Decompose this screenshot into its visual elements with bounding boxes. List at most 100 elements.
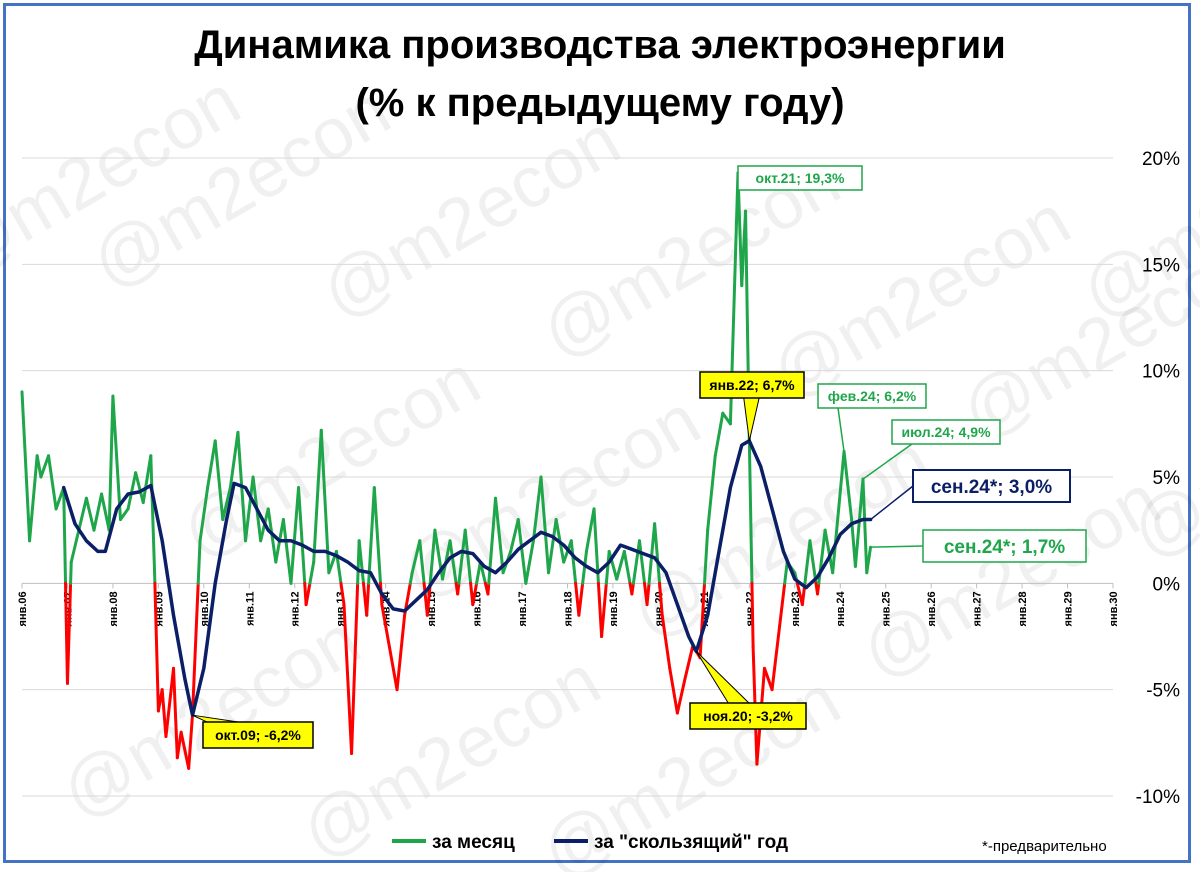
x-tick-label: янв.22 [744,591,756,626]
monthly-segment [658,581,664,617]
monthly-segment [126,471,138,511]
callout-leader [870,545,924,548]
callout-label: сен.24*; 1,7% [944,537,1065,558]
monthly-segment [703,528,710,585]
monthly-segment [179,730,191,770]
x-tick-label: янв.12 [290,591,302,626]
monthly-segment [577,581,585,617]
x-tick-label: янв.08 [108,591,120,626]
callout-leader [870,485,914,521]
monthly-segment [198,486,210,543]
monthly-segment [698,581,707,660]
monthly-segment [600,581,608,638]
monthly-segment [149,454,157,575]
x-tick-label: янв.18 [563,591,575,626]
monthly-segment [172,666,179,760]
monthly-segment [244,475,255,543]
x-tick-label: янв.27 [972,591,984,626]
monthly-segment [196,539,202,585]
legend-label-rolling: за "скользящий" год [594,832,788,853]
monthly-segment [622,549,632,585]
monthly-segment [387,645,399,692]
monthly-segment [747,439,754,585]
monthly-segment [736,171,744,288]
y-tick-label: -10% [1136,787,1180,808]
monthly-segment [778,581,787,628]
monthly-segment [357,539,365,585]
monthly-segment [539,475,551,575]
monthly-segment [153,581,160,713]
callout-label: окт.09; -6,2% [215,727,301,743]
monthly-segment [494,496,505,575]
monthly-segment [486,581,491,596]
x-tick-label: янв.29 [1063,591,1075,626]
monthly-segment [410,539,422,575]
monthly-segment [516,518,528,585]
callout-leader [837,407,845,452]
monthly-segment [69,528,81,564]
monthly-segment [471,581,479,607]
x-tick-label: янв.30 [1108,591,1120,626]
monthly-segment [509,518,520,553]
monthly-segment [281,518,293,585]
monthly-segment [808,539,818,585]
monthly-segment [645,581,651,607]
callout-box [699,371,805,399]
monthly-segment [289,486,301,585]
monthly-segment [297,486,307,585]
monthly-segment [647,522,657,585]
monthly-segment [463,528,473,585]
monthly-segment [831,449,846,575]
monthly-segment [456,581,461,596]
monthly-segment [111,394,122,522]
monthly-segment [604,549,611,585]
watermark-layer: @m2econ@m2econ@m2econ@m2econ@m2econ@m2ec… [0,60,1200,872]
monthly-segment [547,518,558,575]
monthly-segment [713,411,725,458]
y-tick-label: 20% [1142,149,1180,170]
legend: за месяц за "скользящий" год [392,832,788,853]
y-tick-label: 10% [1142,362,1180,383]
legend-label-monthly: за месяц [432,832,515,853]
monthly-segment [457,528,467,585]
monthly-segment [683,645,695,681]
y-tick-label: -5% [1146,681,1180,702]
monthly-segment [607,549,619,581]
monthly-segment [28,454,39,543]
monthly-segment [339,581,346,607]
monthly-segment [92,492,104,532]
x-tick-label: янв.25 [881,591,893,626]
callout-box [202,721,314,749]
monthly-segment [418,539,426,585]
callout-box [922,529,1087,563]
callout-label: фев.24; 6,2% [828,388,917,404]
y-axis-ticks: 20% 15% 10% 5% 0% -5% -10% [1136,149,1180,808]
monthly-segment [380,603,391,649]
monthly-segment [770,624,782,692]
monthly-segment [69,560,73,585]
monthly-segment [312,428,323,564]
annotations-layer: окт.21; 19,3% янв.22; 6,7% фев.24; 6,2% июл… [192,165,1087,749]
monthly-segment [478,560,487,585]
callout-label: окт.21; 19,3% [756,170,845,186]
monthly-segment [408,571,414,585]
callout-box [817,383,927,409]
monthly-segment [653,522,662,585]
callout-label: ноя.20; -3,2% [703,708,793,724]
monthly-segment [816,581,821,596]
monthly-segment [187,713,194,770]
monthly-segment [631,539,641,585]
monthly-segment [118,507,130,522]
monthly-segment [62,486,68,585]
monthly-segment [304,581,312,607]
monthly-segment [706,454,717,532]
monthly-segment [750,581,755,649]
callout-leader [862,443,913,480]
monthly-segment [823,528,835,575]
monthly-segment [164,666,176,738]
monthly-segment [20,390,32,543]
x-tick-label: янв.11 [244,591,256,626]
monthly-segment [395,613,407,692]
monthly-segment [65,581,73,685]
